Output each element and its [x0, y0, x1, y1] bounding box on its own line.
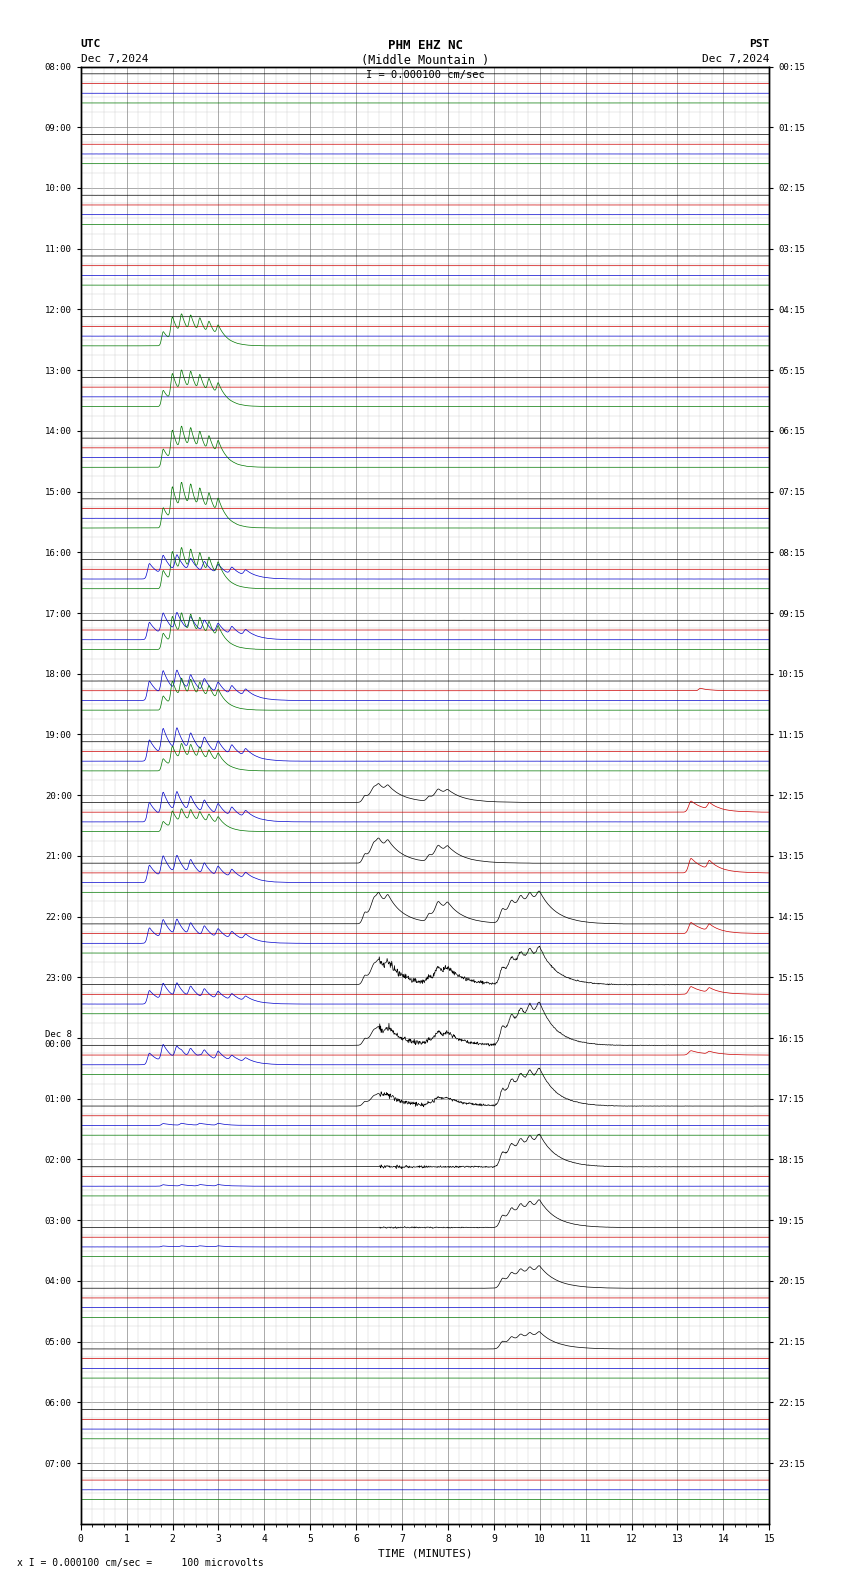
X-axis label: TIME (MINUTES): TIME (MINUTES) — [377, 1549, 473, 1559]
Text: I = 0.000100 cm/sec: I = 0.000100 cm/sec — [366, 70, 484, 79]
Text: PST: PST — [749, 38, 769, 49]
Text: PHM EHZ NC: PHM EHZ NC — [388, 38, 462, 52]
Text: Dec 7,2024: Dec 7,2024 — [81, 54, 148, 63]
Text: x I = 0.000100 cm/sec =     100 microvolts: x I = 0.000100 cm/sec = 100 microvolts — [17, 1559, 264, 1568]
Text: Dec 7,2024: Dec 7,2024 — [702, 54, 769, 63]
Text: UTC: UTC — [81, 38, 101, 49]
Text: (Middle Mountain ): (Middle Mountain ) — [361, 54, 489, 67]
